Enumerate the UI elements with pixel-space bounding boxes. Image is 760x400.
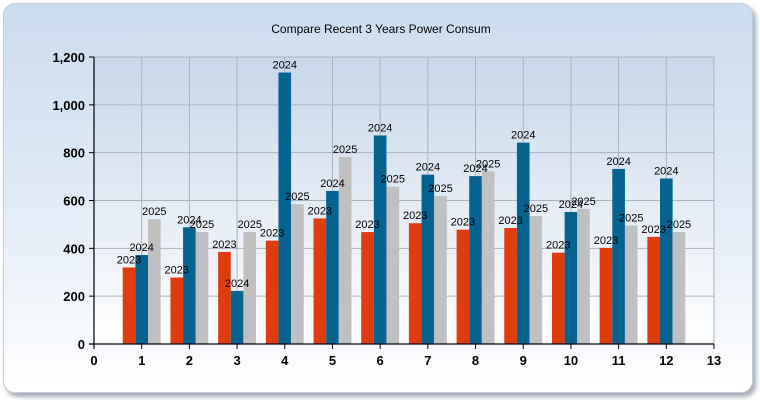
bar-2023-7 [408,223,422,344]
data-label: 2024 [225,278,249,290]
data-label: 2025 [476,158,500,170]
bar-2023-12 [647,236,660,344]
y-tick-label: 600 [63,194,85,209]
data-label: 2025 [524,203,548,215]
bar-2025-8 [481,171,495,344]
data-label: 2025 [428,183,452,195]
bar-2023-2 [170,277,184,344]
data-label: 2025 [619,213,643,225]
x-tick-label: 0 [90,353,97,368]
bar-2024-6 [373,135,387,344]
x-tick-label: 10 [564,353,578,368]
bar-2023-6 [361,232,374,344]
bar-2024-3 [230,290,244,344]
x-tick-label: 6 [377,353,384,368]
bar-2023-8 [456,229,470,344]
bar-2024-12 [659,178,673,344]
x-tick-label: 12 [659,353,673,368]
chart-frame: Compare Recent 3 Years Power Consum 0 200… [3,3,753,393]
y-tick-label: 0 [78,337,85,352]
bar-2024-5 [326,190,339,344]
data-label: 2024 [606,156,630,168]
x-tick-label: 13 [707,353,721,368]
x-tick-label: 11 [612,353,626,368]
data-label: 2023 [165,265,189,277]
bar-2025-12 [672,232,686,344]
y-tick-label: 400 [63,241,85,256]
data-label: 2023 [451,217,475,229]
data-label: 2023 [498,215,522,227]
data-label: 2024 [511,130,535,142]
data-label: 2025 [333,144,357,156]
bar-2025-2 [195,232,209,344]
bar-2023-3 [218,251,231,344]
data-label: 2023 [308,205,332,217]
data-label: 2024 [177,214,201,226]
bar-2023-9 [504,228,517,344]
bar-2024-7 [421,174,435,344]
x-tick-label: 3 [233,353,240,368]
bar-2023-11 [599,247,613,344]
chart-title: Compare Recent 3 Years Power Consum [271,22,491,36]
data-label: 2025 [237,219,261,231]
y-tick-label: 200 [63,289,85,304]
data-label: 2025 [142,206,166,218]
data-label: 2024 [273,60,297,72]
x-tick-label: 9 [520,353,527,368]
data-label: 2023 [546,240,570,252]
data-label: 2025 [285,191,309,203]
bar-2025-7 [434,196,447,344]
bar-2024-8 [469,176,482,344]
data-label: 2025 [571,196,595,208]
data-label: 2023 [641,224,665,236]
y-tick-label: 1,000 [52,98,85,113]
x-tick-label: 2 [186,353,193,368]
bar-2024-1 [135,255,149,344]
data-label: 2024 [320,178,344,190]
data-label: 2023 [594,235,618,247]
bar-2024-4 [278,72,292,344]
bar-2024-10 [564,211,578,344]
data-label: 2024 [463,163,487,175]
data-label: 2023 [355,219,379,231]
bar-2024-11 [612,168,625,344]
x-tick-label: 8 [472,353,479,368]
bar-2025-11 [624,225,638,344]
bar-2025-1 [148,219,161,344]
bars [122,72,686,344]
data-label: 2025 [381,174,405,186]
data-label: 2023 [403,210,427,222]
bar-2023-1 [122,267,136,344]
x-tick-label: 7 [424,353,431,368]
bar-2025-5 [338,156,352,344]
bar-2024-2 [183,227,196,344]
x-tick-label: 4 [281,353,289,368]
bar-2024-9 [516,142,530,344]
y-tick-label: 1,200 [52,50,85,65]
bar-2025-6 [386,186,400,344]
data-label: 2025 [667,219,691,231]
bar-2023-5 [313,218,327,344]
data-labels: 2023 2023 2023 2023 2023 2023 2023 2023 2023 2023… [117,60,691,290]
data-label: 2024 [368,122,392,134]
x-tick-label: 1 [138,353,145,368]
x-tick-label: 5 [329,353,336,368]
data-label: 2024 [559,199,583,211]
bar-2025-3 [243,232,257,344]
y-tick-label: 800 [63,146,85,161]
data-label: 2024 [416,162,440,174]
data-label: 2024 [654,165,678,177]
bar-2025-9 [529,216,543,344]
data-label: 2023 [260,228,284,240]
data-label: 2023 [117,254,141,266]
data-label: 2023 [212,239,236,251]
bar-2025-10 [577,208,590,344]
bar-2023-4 [265,240,279,344]
data-label: 2025 [190,219,214,231]
data-label: 2024 [129,242,153,254]
bar-2025-4 [291,204,304,344]
bar-2023-10 [551,252,565,344]
